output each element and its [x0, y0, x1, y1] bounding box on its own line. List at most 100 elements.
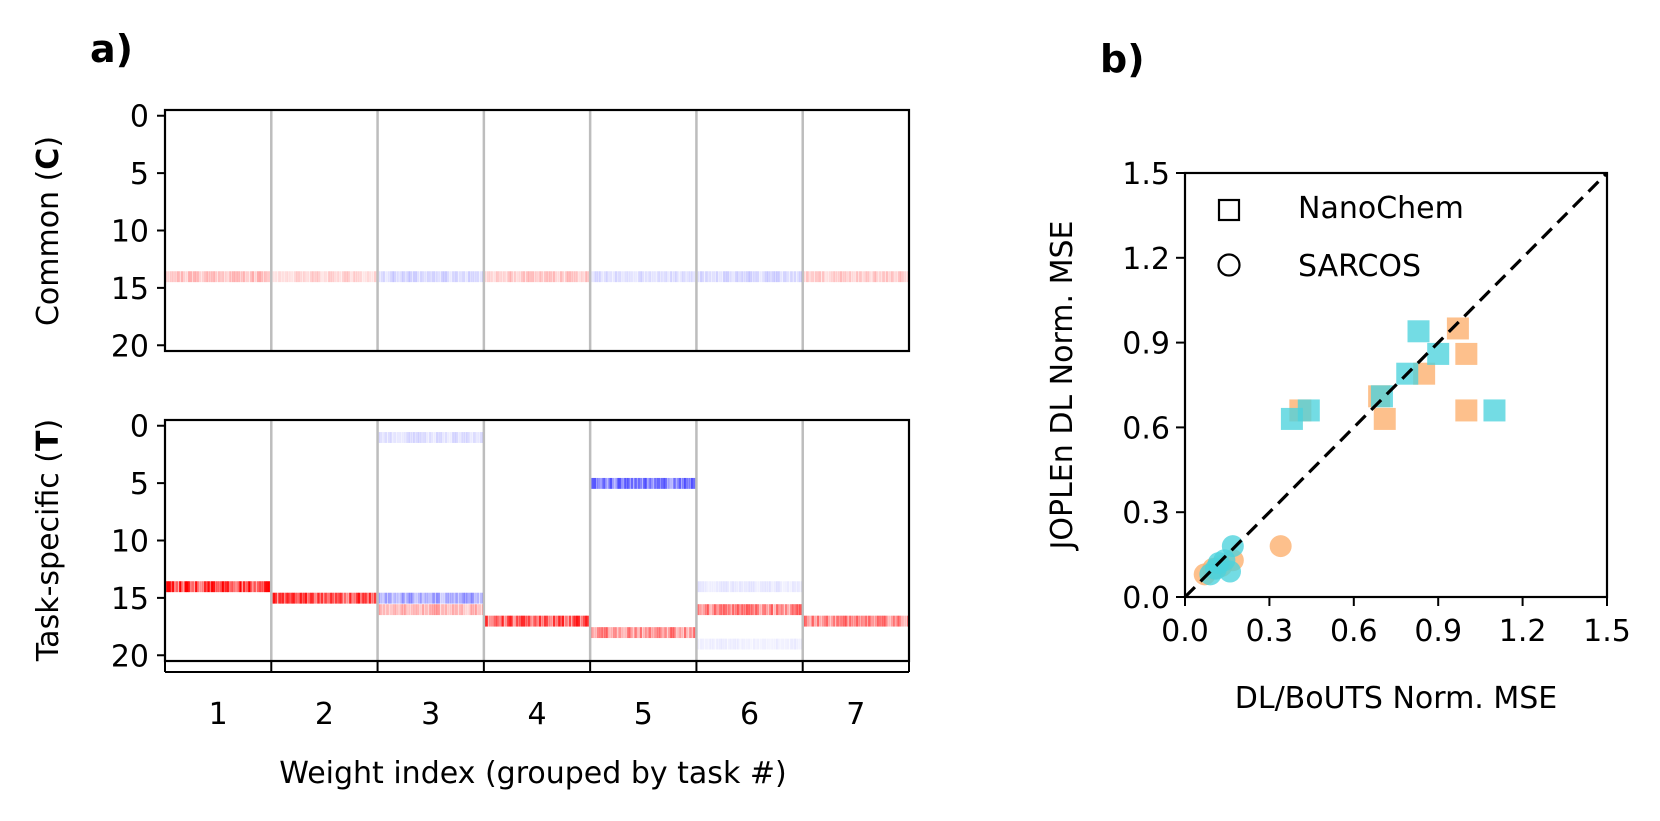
heatmap-cell: [786, 581, 789, 593]
heatmap-cell: [682, 627, 685, 639]
panel-a-label: a): [90, 27, 133, 71]
heatmap-cell: [464, 592, 467, 604]
heatmap-cell: [180, 271, 184, 283]
heatmap-cell: [537, 271, 540, 283]
heatmap-cell: [405, 271, 409, 283]
heatmap-cell: [832, 615, 835, 627]
heatmap-common-ylabel: Common (C): [31, 136, 66, 326]
heatmap-cell: [763, 638, 766, 650]
heatmap-cell: [597, 477, 600, 489]
heatmap-cell: [242, 271, 246, 283]
heatmap-cell: [278, 592, 281, 604]
heatmap-band: [802, 271, 910, 283]
heatmap-cell: [845, 615, 848, 627]
ytick-label: 5: [130, 157, 149, 192]
heatmap-cell: [567, 615, 570, 627]
heatmap-cell: [699, 581, 703, 593]
heatmap-cell: [687, 477, 690, 489]
heatmap-cell: [423, 432, 426, 443]
heatmap-cell: [852, 271, 855, 283]
heatmap-cell: [409, 432, 412, 443]
heatmap-cell: [384, 271, 387, 283]
heatmap-cell: [708, 271, 711, 283]
heatmap-cell: [834, 271, 837, 283]
heatmap-cell: [315, 271, 318, 283]
heatmap-cell: [223, 271, 226, 283]
heatmap-cell: [643, 477, 646, 489]
xtick-label: 0.9: [1414, 614, 1462, 649]
heatmap-cell: [714, 604, 717, 616]
heatmap-cell: [182, 581, 185, 593]
heatmap-cell: [733, 271, 736, 283]
heatmap-cell: [623, 271, 626, 283]
heatmap-cell: [574, 615, 577, 627]
heatmap-cell: [882, 271, 885, 283]
heatmap-cell: [544, 615, 547, 627]
heatmap-cell: [444, 271, 448, 283]
heatmap-cell: [225, 581, 228, 593]
heatmap-cell: [613, 271, 616, 283]
heatmap-cell: [289, 271, 292, 283]
heatmap-cell: [218, 271, 221, 283]
heatmap-cell: [476, 271, 479, 283]
heatmap-cell: [418, 432, 421, 443]
heatmap-cell: [584, 271, 587, 283]
heatmap-cell: [657, 271, 660, 283]
heatmap-cell: [214, 581, 217, 593]
heatmap-cell: [188, 271, 191, 283]
heatmap-band: [483, 615, 591, 627]
heatmap-cell: [898, 615, 901, 627]
heatmap-cell: [715, 581, 719, 593]
heatmap-cell: [781, 271, 784, 283]
heatmap-cell: [731, 271, 735, 283]
heatmap-cell: [202, 271, 205, 283]
heatmap-cell: [636, 477, 639, 489]
heatmap-cell: [448, 432, 451, 443]
heatmap-cell: [244, 581, 247, 593]
heatmap-cell: [680, 627, 683, 639]
heatmap-cell: [253, 271, 256, 283]
heatmap-cell: [847, 615, 850, 627]
heatmap-cell: [632, 477, 635, 489]
heatmap-cell: [774, 581, 777, 593]
heatmap-cell: [710, 271, 713, 283]
heatmap-cell: [512, 271, 515, 283]
heatmap-cell: [609, 271, 612, 283]
heatmap-cell: [265, 271, 269, 283]
heatmap-cell: [733, 604, 736, 616]
heatmap-cell: [707, 271, 710, 283]
heatmap-cell: [669, 477, 673, 489]
heatmap-cell: [421, 604, 425, 616]
heatmap-cell: [549, 615, 552, 627]
heatmap-cell: [306, 271, 309, 283]
heatmap-cell: [684, 271, 687, 283]
heatmap-cell: [276, 592, 279, 604]
heatmap-cell: [809, 615, 812, 627]
heatmap-cell: [407, 432, 410, 443]
heatmap-cell: [241, 581, 244, 593]
heatmap-cell: [425, 604, 428, 616]
heatmap-cell: [708, 581, 711, 593]
heatmap-cell: [216, 581, 219, 593]
heatmap-cell: [329, 271, 332, 283]
heatmap-cell: [421, 432, 425, 443]
heatmap-cell: [416, 592, 419, 604]
heatmap-cell: [820, 271, 823, 283]
heatmap-cell: [473, 604, 476, 616]
heatmap-cell: [506, 271, 510, 283]
heatmap-cell: [395, 432, 398, 443]
heatmap-cell: [614, 477, 618, 489]
heatmap-band: [696, 638, 804, 650]
heatmap-cell: [365, 271, 368, 283]
heatmap-cell: [793, 604, 797, 616]
heatmap-cell: [774, 604, 777, 616]
heatmap-cell: [545, 615, 549, 627]
heatmap-cell: [889, 271, 892, 283]
heatmap-cell: [586, 271, 589, 283]
heatmap-cell: [723, 271, 726, 283]
heatmap-cell: [731, 604, 735, 616]
identity-dashed-line: [1183, 171, 1609, 599]
heatmap-cell: [715, 271, 719, 283]
heatmap-cell: [871, 271, 874, 283]
heatmap-cell: [237, 271, 240, 283]
